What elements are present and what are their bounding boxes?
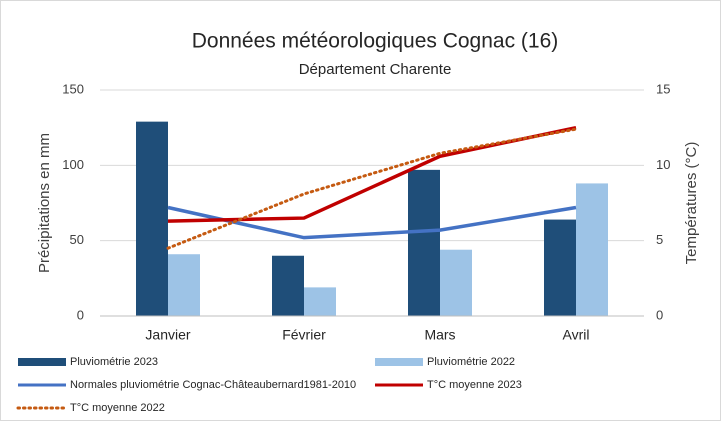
bar [304,287,336,316]
bar [136,121,168,316]
y-tick-label: 50 [70,232,84,247]
chart-subtitle: Département Charente [299,61,452,78]
y2-tick-label: 0 [656,307,663,322]
x-tick-label: Avril [563,327,590,343]
chart-title: Données météorologiques Cognac (16) [192,30,559,53]
legend-label: Pluviométrie 2022 [427,356,515,368]
x-tick-label: Janvier [145,327,190,343]
x-tick-label: Février [282,327,326,343]
bar [576,183,608,316]
bar [408,169,440,316]
bar [272,255,304,316]
y-tick-label: 100 [62,157,84,172]
legend-label: T°C moyenne 2023 [427,379,522,391]
legend-swatch [18,358,66,366]
y-tick-label: 0 [77,307,84,322]
legend-label: T°C moyenne 2022 [70,402,165,414]
bar [544,219,576,316]
line-series [166,127,578,250]
legend-label: Pluviométrie 2023 [70,356,158,368]
x-tick-label: Mars [424,327,455,343]
y-tick-label: 150 [62,81,84,96]
y2-tick-label: 10 [656,157,670,172]
bar [440,249,472,316]
y2-axis-label: Températures (°C) [683,142,700,265]
y2-tick-label: 15 [656,81,670,96]
y-axis-label: Précipitations en mm [36,133,53,273]
legend-swatch [375,358,423,366]
legend-label: Normales pluviométrie Cognac-Châteaubern… [70,379,356,391]
bar [168,254,200,316]
y2-tick-label: 5 [656,232,663,247]
